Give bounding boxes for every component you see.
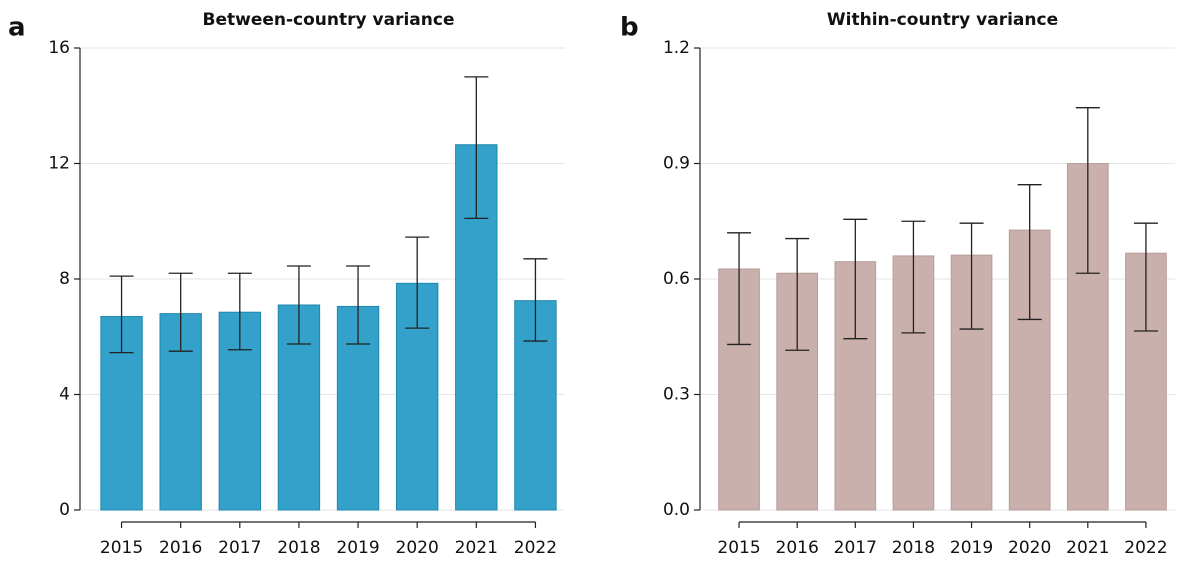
x-tick-label: 2020 (1008, 538, 1051, 558)
chart-title: Within-country variance (827, 10, 1058, 30)
x-tick-label: 2022 (514, 538, 557, 558)
y-tick-label: 1.2 (663, 38, 690, 58)
x-tick-label: 2017 (834, 538, 877, 558)
panel-label: b (620, 13, 639, 43)
x-tick-label: 2015 (100, 538, 143, 558)
y-tick-label: 4 (59, 385, 70, 405)
x-tick-label: 2019 (336, 538, 379, 558)
x-tick-label: 2018 (277, 538, 320, 558)
x-tick-label: 2021 (455, 538, 498, 558)
x-tick-label: 2017 (218, 538, 261, 558)
y-tick-label: 0.9 (663, 154, 690, 174)
x-tick-label: 2019 (950, 538, 993, 558)
y-tick-label: 8 (59, 269, 70, 289)
y-tick-label: 16 (48, 38, 70, 58)
y-tick-label: 0.3 (663, 385, 690, 405)
chart-title: Between-country variance (203, 10, 455, 30)
x-tick-label: 2016 (776, 538, 819, 558)
y-tick-label: 12 (48, 154, 70, 174)
x-tick-label: 2021 (1066, 538, 1109, 558)
y-tick-label: 0 (59, 500, 70, 520)
y-tick-label: 0.0 (663, 500, 690, 520)
x-tick-label: 2016 (159, 538, 202, 558)
panel-label: a (8, 13, 26, 43)
x-tick-label: 2015 (717, 538, 760, 558)
x-tick-label: 2020 (396, 538, 439, 558)
x-tick-label: 2022 (1124, 538, 1167, 558)
x-tick-label: 2018 (892, 538, 935, 558)
y-tick-label: 0.6 (663, 269, 690, 289)
